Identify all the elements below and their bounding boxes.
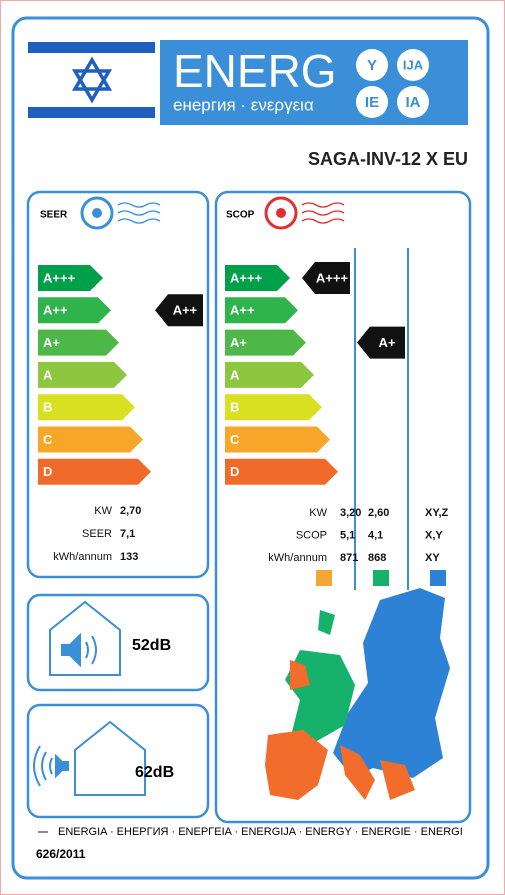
outdoor-noise: 62dB [135, 764, 174, 781]
row-value: X,Y [425, 529, 443, 541]
row-value: XY,Z [425, 507, 449, 519]
indoor-noise-panel [26, 593, 210, 692]
fan-heat-icon [264, 196, 345, 230]
row-value: 2,70 [120, 505, 141, 517]
class-arrow [225, 361, 314, 388]
suffix-text: IA [406, 94, 421, 111]
class-label: A++ [43, 303, 68, 318]
average-zone-swatch [373, 570, 389, 586]
row-value: 871 [340, 552, 358, 564]
suffix-badge [356, 49, 388, 81]
class-arrow [225, 265, 290, 291]
regulation: 626/2011 [36, 847, 86, 861]
class-arrow [225, 394, 322, 421]
class-arrow [38, 297, 111, 324]
rating-pointer [357, 326, 405, 359]
scop-panel [214, 190, 472, 824]
europe-map [265, 588, 450, 800]
class-label: A+ [230, 335, 247, 350]
class-label: A [230, 367, 240, 382]
class-label: A++ [230, 303, 255, 318]
row-label: KW [309, 507, 327, 519]
suffix-text: IE [365, 94, 379, 111]
class-arrow [38, 329, 119, 356]
rating-label: A++ [173, 303, 198, 318]
class-label: A+++ [43, 270, 76, 285]
row-value: 2,60 [368, 507, 389, 519]
flag [28, 40, 155, 122]
footer-languages: ENERGIA · ЕНЕРГИЯ · ΕΝΕΡΓΕΙΑ · ENERGIJA … [58, 826, 463, 838]
suffix-text: Y [367, 57, 377, 74]
banner-subtitle: енергия · ενεργεια [173, 95, 314, 114]
class-label: D [230, 464, 239, 479]
class-arrow [225, 297, 298, 324]
model: SAGA-INV-12 X EU [308, 149, 468, 169]
row-value: 7,1 [120, 528, 135, 540]
class-label: A+++ [230, 270, 263, 285]
row-value: XY [425, 552, 440, 564]
class-label: B [230, 400, 239, 415]
suffix-badge [397, 86, 429, 118]
seer-panel [26, 190, 210, 579]
warm-zone-swatch [316, 570, 332, 586]
rating-label: A+ [379, 335, 396, 350]
row-label: SEER [82, 528, 112, 540]
class-label: C [230, 432, 240, 447]
class-arrow [38, 426, 143, 453]
scop-label: SCOP [226, 210, 255, 221]
class-label: B [43, 400, 52, 415]
row-label: KW [94, 505, 112, 517]
class-arrow [38, 361, 127, 388]
class-label: C [43, 432, 53, 447]
class-arrow [225, 458, 338, 485]
row-value: 868 [368, 552, 386, 564]
row-label: kWh/annum [268, 552, 327, 564]
suffix-badge [356, 86, 388, 118]
row-value: 5,1 [340, 529, 355, 541]
class-label: A+ [43, 335, 60, 350]
class-arrow [38, 394, 135, 421]
row-label: kWh/annum [53, 551, 112, 563]
class-arrow [225, 329, 306, 356]
suffix-badge [397, 49, 429, 81]
cold-zone-swatch [430, 570, 446, 586]
inner-border [11, 16, 490, 880]
rating-pointer [302, 262, 350, 294]
class-arrow [38, 458, 151, 485]
row-value: 4,1 [368, 529, 383, 541]
row-value: 3,20 [340, 507, 361, 519]
suffix-text: IJA [403, 57, 424, 72]
rating-label: A+++ [316, 270, 349, 285]
class-label: A [43, 367, 53, 382]
row-label: SCOP [296, 529, 327, 541]
class-arrow [38, 265, 103, 291]
rating-pointer [155, 294, 203, 327]
indoor-noise: 52dB [132, 637, 171, 654]
outdoor-icon [33, 720, 146, 796]
speaker-icon [49, 600, 121, 676]
class-label: D [43, 464, 52, 479]
class-arrow [225, 426, 330, 453]
banner-title: ENERG [173, 45, 337, 97]
row-value: 133 [120, 551, 138, 563]
fan-cool-icon [80, 196, 161, 230]
outdoor-noise-panel [26, 703, 210, 819]
seer-label: SEER [40, 210, 68, 221]
